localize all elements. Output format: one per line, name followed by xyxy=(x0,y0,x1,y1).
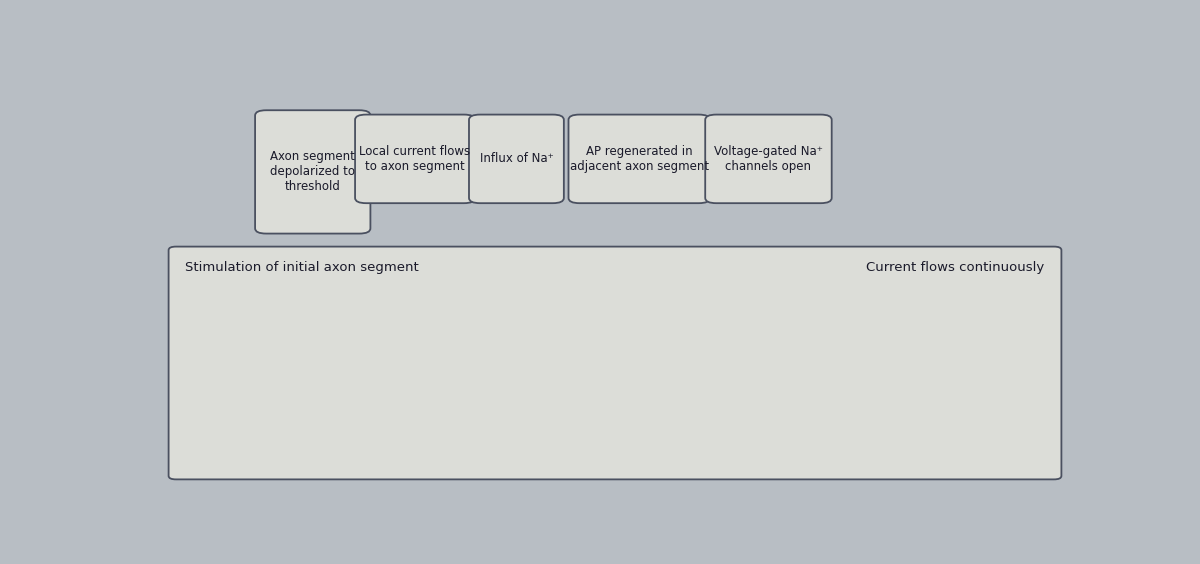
Text: Stimulation of initial axon segment: Stimulation of initial axon segment xyxy=(185,261,419,274)
Text: Axon segment
depolarized to
threshold: Axon segment depolarized to threshold xyxy=(270,151,355,193)
FancyBboxPatch shape xyxy=(706,114,832,203)
FancyBboxPatch shape xyxy=(569,114,710,203)
FancyBboxPatch shape xyxy=(168,246,1062,479)
FancyBboxPatch shape xyxy=(355,114,475,203)
Text: AP regenerated in
adjacent axon segment: AP regenerated in adjacent axon segment xyxy=(570,145,709,173)
FancyBboxPatch shape xyxy=(469,114,564,203)
Text: Influx of Na⁺: Influx of Na⁺ xyxy=(480,152,553,165)
Text: Voltage-gated Na⁺
channels open: Voltage-gated Na⁺ channels open xyxy=(714,145,823,173)
Text: Current flows continuously: Current flows continuously xyxy=(866,261,1045,274)
Text: Local current flows
to axon segment: Local current flows to axon segment xyxy=(360,145,470,173)
FancyBboxPatch shape xyxy=(256,110,371,233)
